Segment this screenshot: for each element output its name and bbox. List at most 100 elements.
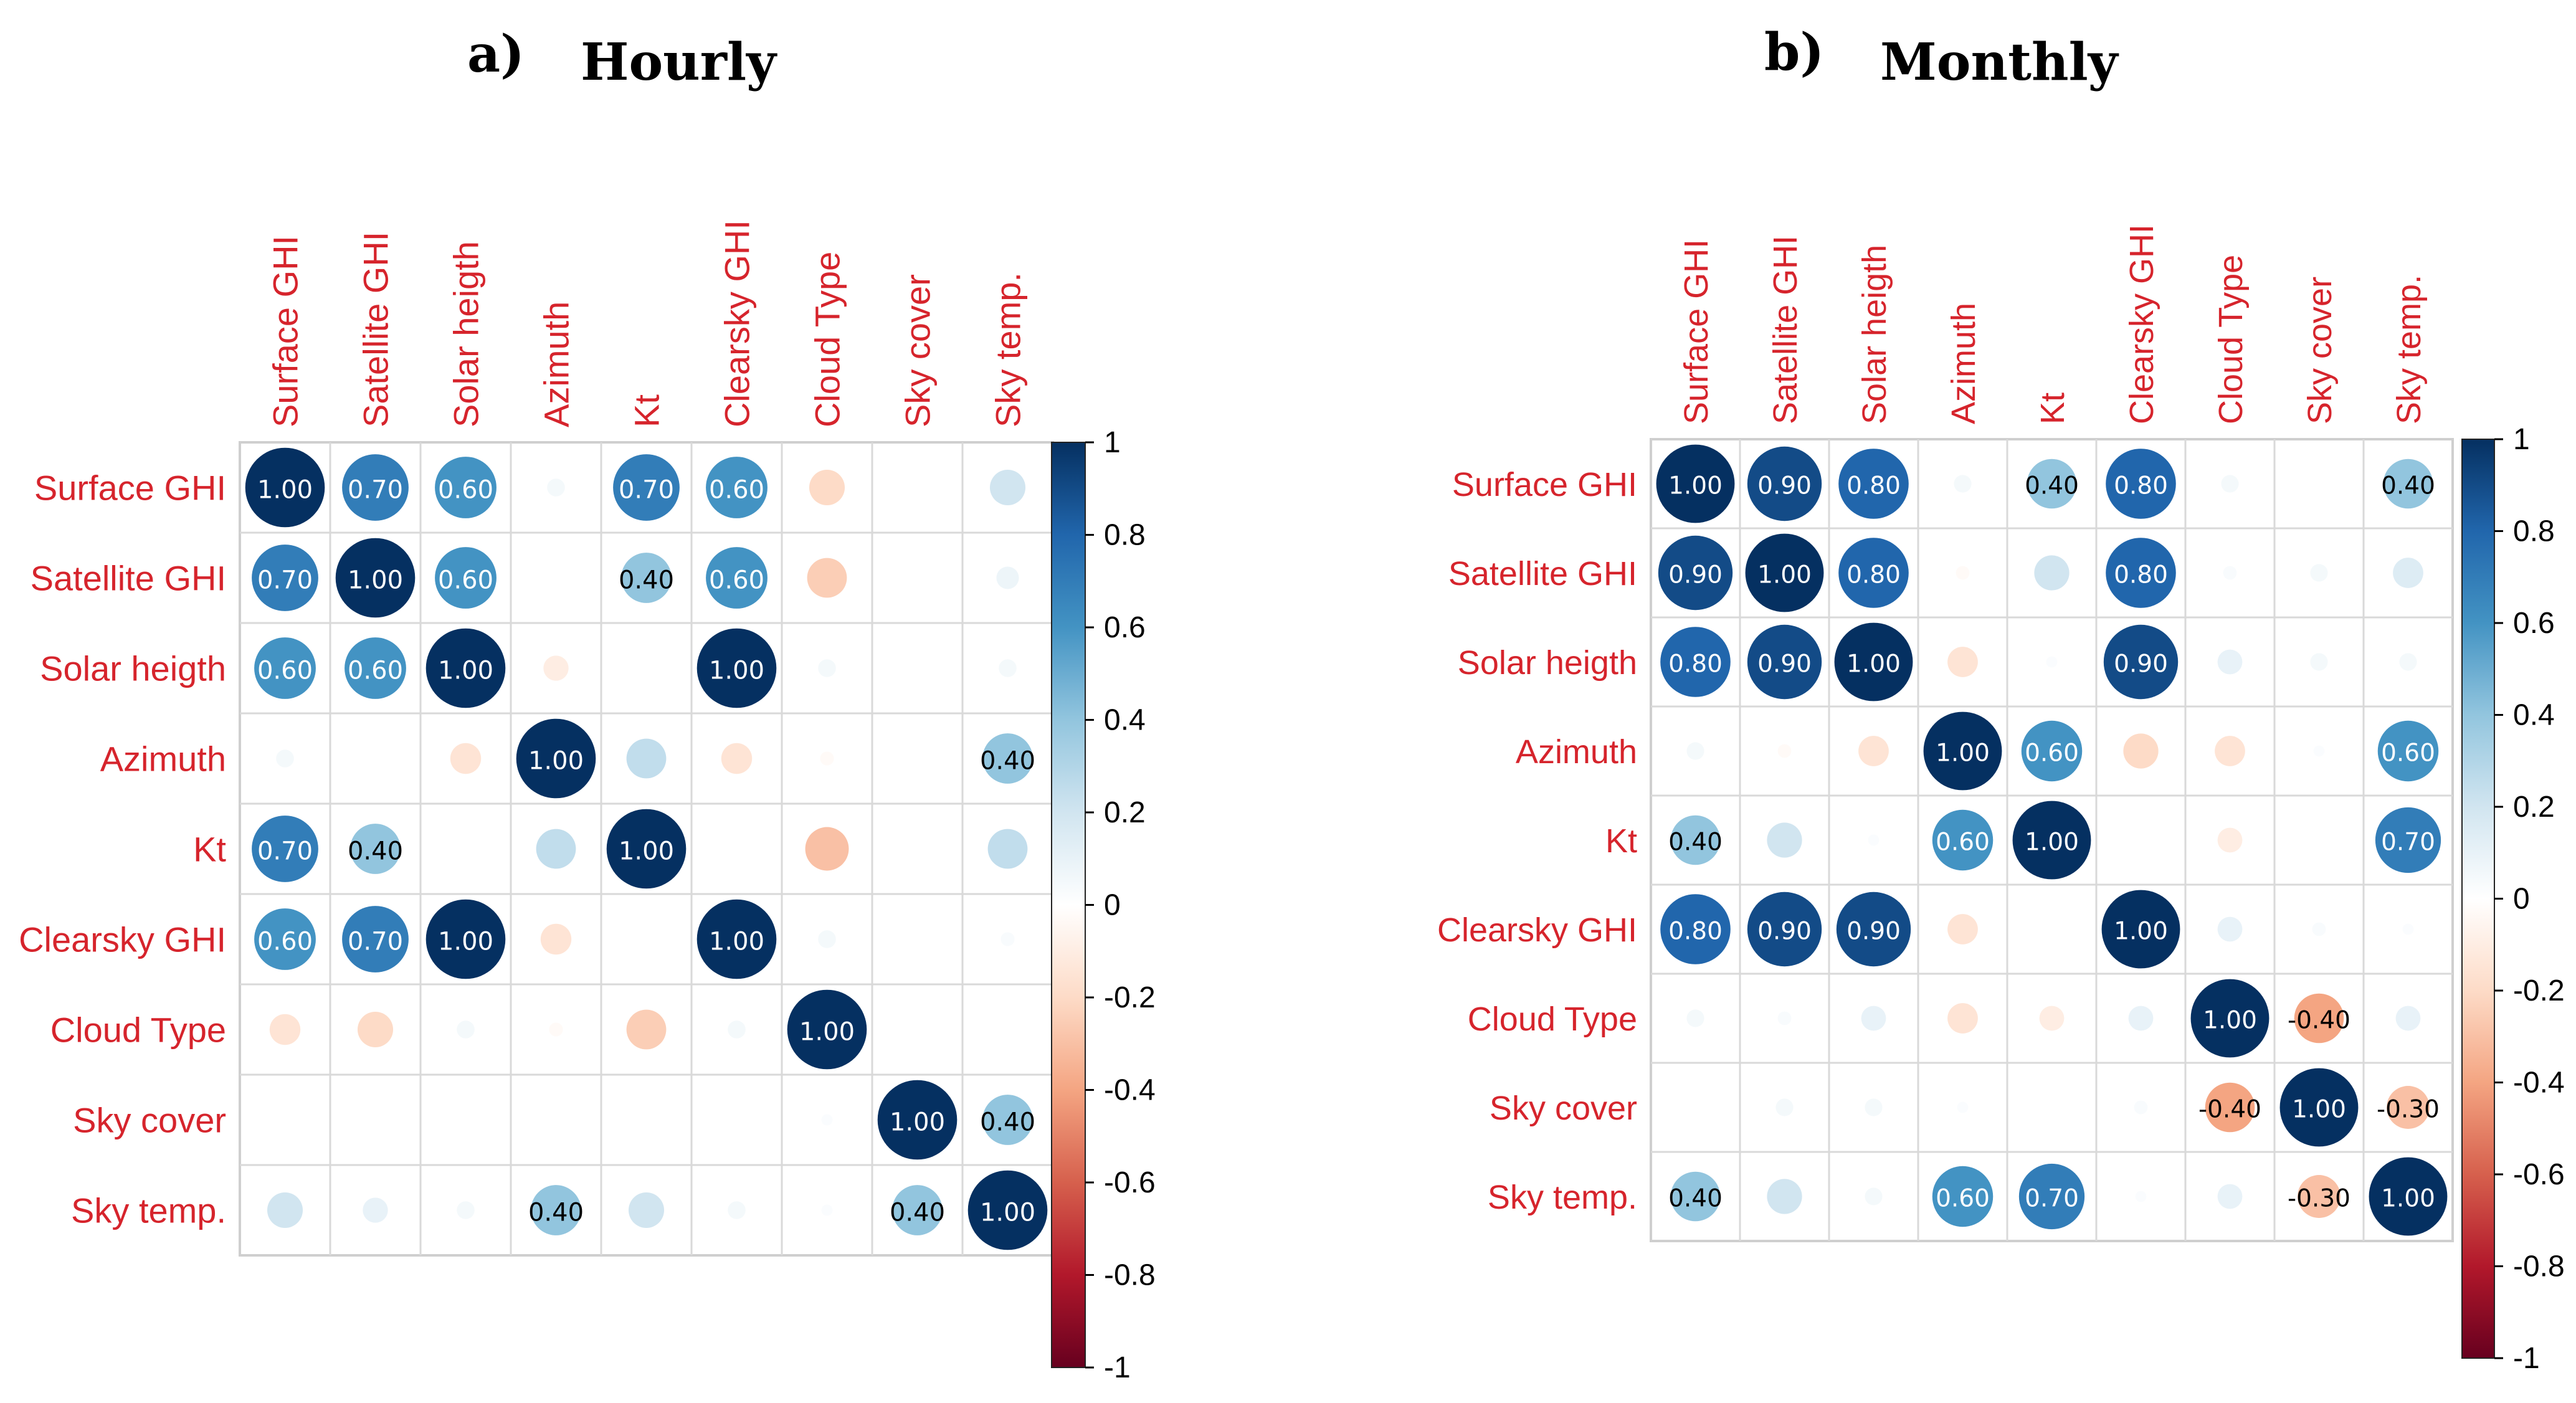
row-label-azimuth: Azimuth [1516,733,1637,771]
corr-value-label: 1.00 [2025,829,2079,857]
colorbar-tick-label: 0.4 [2513,699,2555,732]
colorbar-tick-label: 0.6 [2513,607,2555,640]
corr-circle [626,1009,667,1050]
colorbar-tick-label: -0.2 [2513,974,2565,1007]
corr-value-label: 0.60 [2025,740,2079,768]
corr-circle [2190,979,2269,1058]
corr-circle [1923,711,2002,791]
panel-label-b: b) [1764,22,1824,82]
corr-circle [2217,916,2243,942]
corr-value-label: 0.90 [1757,918,1812,946]
row-label-sky-temp: Sky temp. [1488,1179,1637,1216]
corr-value-label: 1.00 [709,927,764,956]
colorbar-gradient [1051,442,1086,1368]
corr-value-label: 1.00 [2114,918,2168,946]
corr-value-label: 0.60 [2381,740,2435,768]
corr-circle [818,930,836,948]
corr-circle [2402,923,2414,935]
row-label-clearsky-ghi: Clearsky GHI [19,920,226,959]
colorbar-tick-label: -0.8 [2513,1250,2565,1283]
colorbar-tick-label: -1 [1104,1351,1131,1384]
corr-circle [877,1080,958,1160]
colorbar-tick-label: 0.8 [2513,515,2555,548]
corr-circle [2205,1082,2255,1133]
corr-circle [805,827,849,871]
correlation-grid-monthly: Surface GHI Satellite GHI Solar heigth Azim… [1437,224,2454,1242]
corr-circle [252,816,318,882]
corr-circle [2377,720,2439,782]
corr-circle [1868,834,1880,846]
corr-circle [1861,1006,1886,1031]
corr-value-label: 0.60 [1936,1185,1990,1213]
corr-circle [457,1020,475,1039]
row-label-sky-cover: Sky cover [73,1101,226,1140]
corr-circle [2294,993,2344,1044]
corr-circle [2395,1006,2421,1031]
corr-circle [516,718,596,799]
corr-circle [706,547,768,609]
corr-circle [2369,1157,2448,1236]
corr-circle [549,1022,563,1037]
corr-value-label: 1.00 [438,656,493,685]
corr-value-label: 1.00 [257,475,313,504]
corr-value-label: 0.80 [2114,472,2168,500]
row-label-clearsky-ghi: Clearsky GHI [1437,911,1637,949]
corr-circle [540,923,572,955]
corr-circle [1747,446,1822,521]
corr-circle [1686,742,1704,760]
corr-circle [1947,914,1978,944]
corr-value-label: 0.40 [980,746,1035,775]
colorbar-tick-label: -0.4 [2513,1067,2565,1100]
corr-circle [1658,535,1733,611]
corr-circle [245,447,325,528]
corr-circle [2298,1175,2341,1218]
corr-circle [435,457,497,518]
corr-circle [2123,733,2159,769]
corr-circle [457,1201,475,1219]
corr-circle [276,749,294,768]
corr-value-label: 0.90 [1757,472,1812,500]
corr-circle [2279,1068,2359,1147]
corr-circle [613,454,680,521]
corr-circle [2101,890,2180,969]
corr-circle [606,809,687,889]
corr-circle [357,1011,394,1048]
corr-circle [345,637,406,699]
panel-title-hourly: Hourly [581,32,777,92]
col-label-sky-temp: Sky temp. [989,272,1028,427]
corr-circle [342,906,409,973]
corr-circle [1670,815,1721,865]
corr-value-label: 0.70 [2381,829,2435,857]
row-label-satellite-ghi: Satellite GHI [31,559,226,598]
corr-circle [2027,459,2077,509]
corr-circle [1775,1098,1794,1116]
colorbar-tick-label: 0.8 [1104,519,1146,552]
corr-value-label: 0.80 [1668,650,1723,678]
corr-circle [821,1114,833,1126]
corr-circle [728,1020,746,1039]
corr-value-label: 1.00 [619,837,674,865]
corr-circle [2387,1086,2430,1129]
corr-value-label: 1.00 [348,566,403,594]
corr-circle [1858,736,1889,766]
corr-circle [425,628,506,708]
corr-circle [2128,1006,2154,1031]
corr-value-label: 0.90 [2114,650,2168,678]
colorbar-tick-label: -0.6 [2513,1158,2565,1191]
corr-circle [626,738,667,779]
corr-circle [2046,656,2058,668]
corr-value-label: 0.60 [438,566,493,594]
corr-circle [363,1197,388,1223]
corr-circle [2312,922,2326,936]
row-label-satellite-ghi: Satellite GHI [1448,555,1637,592]
corr-value-label: 0.80 [1846,472,1901,500]
corr-value-label: -0.40 [2198,1096,2261,1124]
row-label-solar-heigth: Solar heigth [40,649,226,688]
corr-value-label: 0.40 [348,837,403,865]
panel-hourly: a) Hourly Surface GHI Satellite GHI Solar … [19,24,1156,1384]
corr-circle [335,538,416,618]
col-label-clearsky-ghi: Clearsky GHI [718,220,757,427]
col-label-solar-heigth: Solar heigth [447,241,486,427]
colorbar-tick-label: 0.6 [1104,611,1146,644]
corr-value-label: 0.80 [1668,918,1723,946]
